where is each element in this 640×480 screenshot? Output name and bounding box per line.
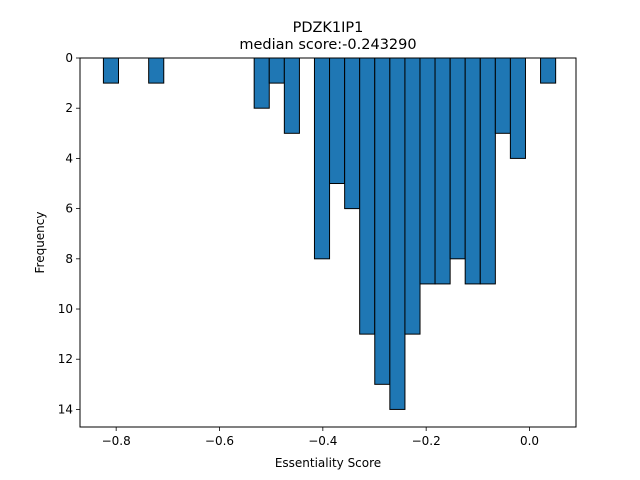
histogram-bar [494, 57, 511, 134]
histogram-bar [283, 57, 300, 134]
plot-frame [79, 57, 577, 428]
y-tick-label: 6 [65, 202, 73, 216]
histogram-bar [464, 57, 481, 285]
y-axis-label: Frequency [33, 212, 47, 274]
histogram-bar [344, 57, 361, 210]
y-tick-label: 14 [58, 402, 73, 416]
x-tick-label: −0.2 [412, 434, 441, 448]
histogram-bar [434, 57, 451, 285]
x-tick-label: −0.4 [308, 434, 337, 448]
y-tick-label: 12 [58, 352, 73, 366]
histogram-bar [148, 57, 165, 84]
histogram-bar [419, 57, 436, 285]
y-tick-label: 2 [65, 101, 73, 115]
histogram-bar [389, 57, 406, 410]
histogram-bar [404, 57, 421, 335]
histogram-bar [268, 57, 285, 84]
histogram-bar [359, 57, 376, 335]
y-axis-ticks: 0 2 4 6 8 10 12 14 [58, 51, 80, 416]
x-tick-label: −0.6 [205, 434, 234, 448]
x-tick-label: 0.0 [520, 434, 539, 448]
histogram-bar [313, 57, 331, 260]
histogram-bar [253, 57, 270, 109]
y-tick-label: 10 [58, 302, 73, 316]
chart-subtitle: median score:-0.243290 [239, 37, 416, 53]
histogram-bar [102, 57, 120, 84]
histogram-bar [540, 57, 557, 84]
y-tick-label: 8 [65, 252, 73, 266]
x-axis-label: Essentiality Score [275, 456, 381, 470]
histogram-bar [479, 57, 496, 285]
chart-title: PDZK1IP1 [293, 20, 364, 36]
y-tick-label: 4 [65, 151, 73, 165]
histogram-bar [509, 57, 526, 159]
x-tick-label: −0.8 [102, 434, 131, 448]
histogram-bar [374, 57, 391, 385]
y-tick-label: 0 [65, 51, 73, 65]
x-axis-ticks: −0.8 −0.6 −0.4 −0.2 0.0 [102, 427, 539, 448]
histogram-bar [329, 57, 346, 185]
histogram-bar [449, 57, 466, 260]
bars-group [102, 57, 557, 410]
